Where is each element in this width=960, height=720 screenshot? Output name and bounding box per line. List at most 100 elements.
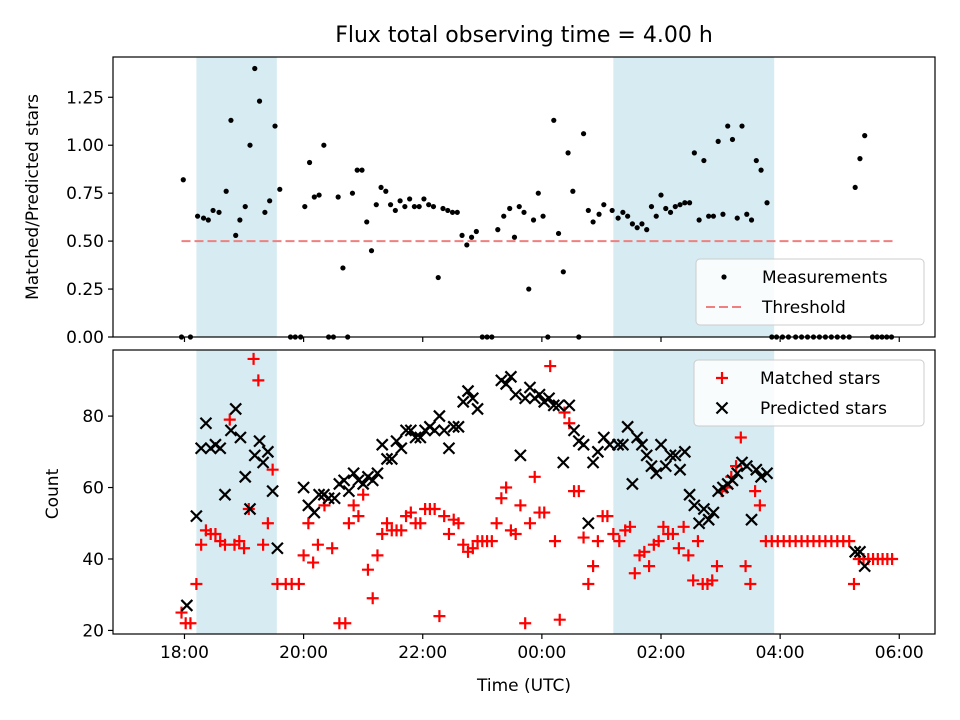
matched-stars-point	[247, 352, 260, 365]
matched-stars-point	[371, 549, 384, 562]
predicted-stars-point	[366, 474, 379, 487]
measurement-point	[228, 117, 234, 123]
predicted-stars-point	[375, 438, 389, 451]
matched-stars-point	[223, 413, 236, 426]
x-tick-label: 22:00	[398, 643, 447, 663]
measurement-point	[748, 217, 755, 223]
predicted-stars-point	[626, 477, 639, 491]
predicted-stars-point	[750, 463, 763, 476]
measurement-point	[601, 202, 607, 208]
measurement-point	[316, 192, 322, 198]
x-tick-label: 00:00	[517, 643, 566, 663]
measurement-point	[706, 213, 712, 219]
measurement-point	[590, 219, 596, 225]
measurement-point	[677, 202, 683, 208]
measurement-point	[540, 213, 546, 219]
predicted-stars-point	[697, 502, 711, 516]
predicted-stars-point	[347, 466, 360, 480]
matched-stars-point	[558, 406, 571, 419]
x-tick-label: 06:00	[875, 643, 924, 663]
predicted-stars-point	[253, 434, 266, 448]
measurement-point	[551, 117, 557, 123]
predicted-stars-point	[669, 449, 682, 462]
matched-stars-point	[628, 567, 641, 580]
predicted-stars-point	[371, 466, 384, 480]
measurement-point	[426, 202, 432, 208]
measurement-point	[194, 213, 201, 219]
measurement-point	[321, 142, 327, 148]
matched-stars-point	[753, 499, 766, 512]
matched-stars-point	[666, 527, 679, 540]
measurement-point	[696, 217, 702, 223]
predicted-stars-point	[256, 456, 270, 469]
matched-stars-point	[457, 538, 470, 551]
predicted-stars-point	[504, 370, 518, 384]
measurement-point	[658, 192, 664, 198]
predicted-stars-point	[518, 391, 532, 405]
measurement-point	[468, 234, 475, 240]
measurement-point	[387, 202, 394, 208]
measurement-point	[237, 217, 243, 223]
measurement-point	[359, 167, 365, 173]
matched-stars-point	[886, 552, 899, 565]
matched-stars-point	[730, 460, 743, 473]
predicted-stars-point	[707, 506, 720, 519]
predicted-stars-point	[428, 424, 441, 437]
matched-stars-point	[601, 510, 614, 523]
x-tick-label: 04:00	[756, 643, 805, 663]
measurement-point	[615, 215, 621, 221]
matched-stars-point	[442, 527, 455, 540]
measurement-point	[223, 188, 229, 194]
matched-stars-point	[613, 535, 626, 548]
predicted-stars-point	[461, 384, 475, 398]
legend-label: Measurements	[762, 268, 888, 288]
y-tick-label: 80	[82, 407, 104, 427]
predicted-stars-point	[471, 402, 484, 416]
predicted-stars-point	[194, 441, 208, 455]
measurement-point	[368, 248, 375, 254]
matched-stars-point	[577, 531, 590, 544]
predicted-stars-point	[437, 424, 451, 437]
predicted-stars-point	[414, 431, 427, 444]
matched-stars-point	[376, 527, 389, 540]
bottom-panel-counts: 18:00 20:00 22:00 00:00 02:00 04:00 06:00 20 40 6…	[82, 349, 936, 663]
matched-stars-point	[252, 374, 265, 387]
measurement-point	[634, 225, 640, 231]
axes-frame	[112, 56, 936, 338]
matched-stars-point	[519, 617, 532, 630]
measurement-point	[555, 230, 562, 237]
predicted-stars-point	[591, 445, 605, 459]
predicted-stars-point	[582, 516, 595, 530]
measurement-point	[629, 221, 636, 227]
legend-label: Threshold	[761, 298, 846, 318]
measurement-point	[644, 227, 650, 233]
predicted-stars-point	[853, 545, 867, 559]
measurement-point	[857, 156, 863, 162]
matched-stars-point	[175, 606, 188, 619]
legend-marker-measurements	[721, 274, 727, 280]
measurement-point	[459, 232, 465, 238]
measurement-point	[277, 186, 283, 192]
matched-stars-point	[326, 542, 339, 555]
measurement-point	[682, 200, 688, 206]
matched-stars-point	[233, 535, 246, 548]
matched-stars-point	[734, 431, 747, 444]
measurement-point	[349, 190, 356, 196]
legend-marker-predicted	[715, 401, 729, 415]
predicted-stars-point	[466, 391, 480, 405]
measurement-point	[609, 207, 615, 214]
x-tick-label: 02:00	[637, 643, 686, 663]
matched-stars-point	[624, 520, 637, 533]
predicted-stars-point	[499, 377, 513, 391]
predicted-stars-point	[688, 499, 701, 512]
matched-stars-point	[652, 535, 665, 548]
shaded-span	[196, 350, 277, 634]
predicted-stars-point	[702, 513, 715, 526]
measurement-point	[570, 188, 576, 194]
predicted-stars-point	[395, 441, 408, 455]
x-tick-label: 20:00	[279, 643, 328, 663]
legend-label: Predicted stars	[760, 399, 887, 419]
predicted-stars-point	[640, 449, 653, 462]
matched-stars-point	[395, 524, 408, 537]
matched-stars-point	[587, 560, 600, 573]
